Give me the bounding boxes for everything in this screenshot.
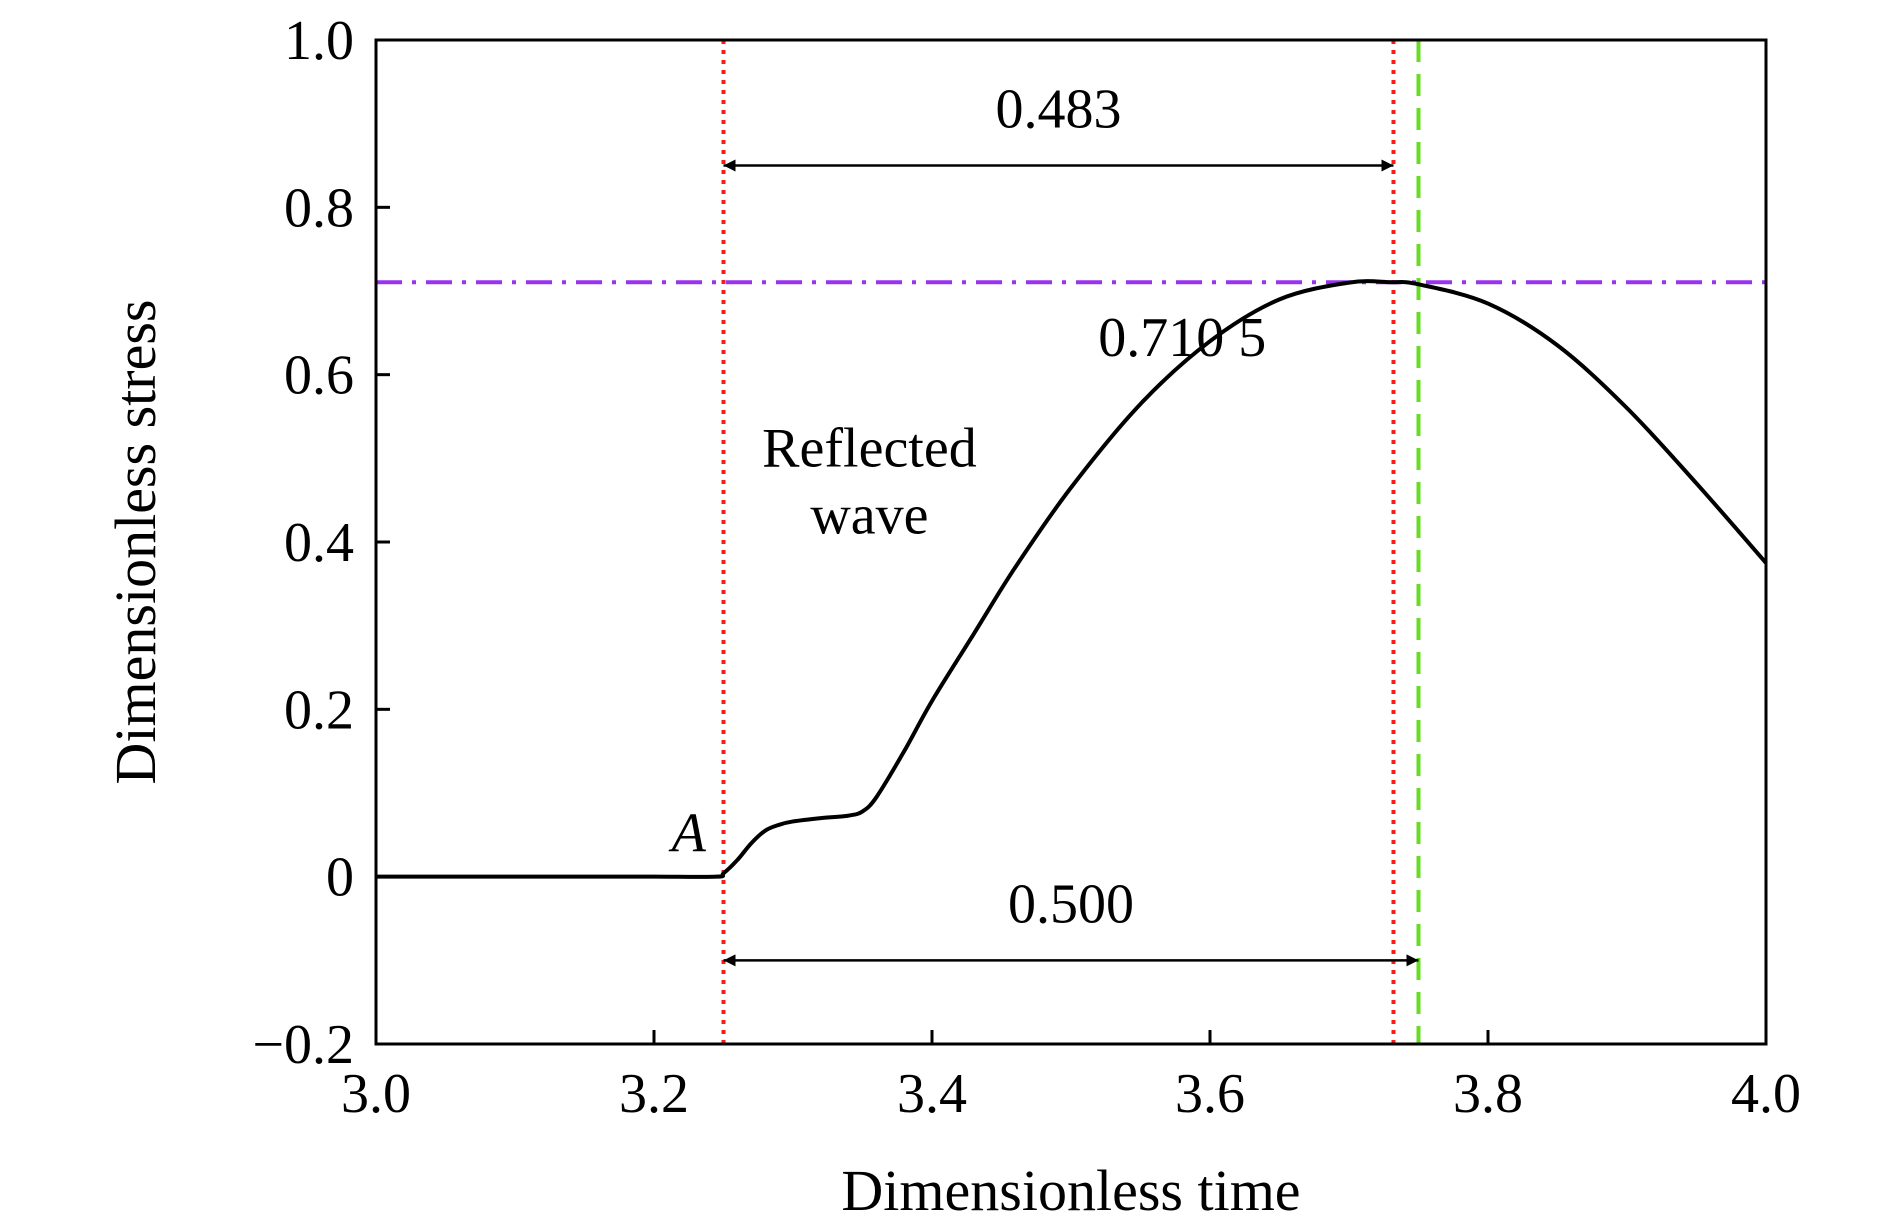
peak-value-label: 0.710 5 bbox=[1098, 307, 1266, 369]
series-line bbox=[376, 279, 1768, 879]
x-axis: 3.0 3.2 3.4 3.6 3.8 4.0 bbox=[341, 1030, 1801, 1125]
span-bottom-label: 0.500 bbox=[1008, 873, 1134, 935]
y-tick-label: 0 bbox=[326, 847, 354, 909]
x-tick-label: 3.2 bbox=[619, 1063, 689, 1125]
x-tick-label: 3.6 bbox=[1175, 1063, 1245, 1125]
x-tick-label: 3.4 bbox=[897, 1063, 967, 1125]
y-tick-label: 0.6 bbox=[284, 345, 354, 407]
y-tick-label: −0.2 bbox=[252, 1014, 354, 1076]
y-tick-label: 1.0 bbox=[284, 10, 354, 72]
x-tick-label: 4.0 bbox=[1731, 1063, 1801, 1125]
y-tick-label: 0.2 bbox=[284, 679, 354, 741]
reference-lines bbox=[376, 40, 1766, 1044]
x-tick-label: 3.8 bbox=[1453, 1063, 1523, 1125]
span-arrows bbox=[723, 159, 1419, 967]
x-axis-title: Dimensionless time bbox=[841, 1158, 1300, 1222]
point-a-label: A bbox=[668, 803, 707, 865]
y-tick-label: 0.8 bbox=[284, 177, 354, 239]
x-tick-label: 3.0 bbox=[341, 1063, 411, 1125]
span-top-label: 0.483 bbox=[995, 79, 1121, 141]
data-series bbox=[376, 279, 1768, 879]
y-tick-label: 0.4 bbox=[284, 512, 354, 574]
reflected-wave-label-line2: wave bbox=[810, 485, 928, 547]
y-axis-title: Dimensionless stress bbox=[103, 300, 168, 785]
reflected-wave-label-line1: Reflected bbox=[762, 418, 977, 480]
y-axis: −0.2 0 0.2 0.4 0.6 0.8 1.0 bbox=[252, 10, 390, 1076]
